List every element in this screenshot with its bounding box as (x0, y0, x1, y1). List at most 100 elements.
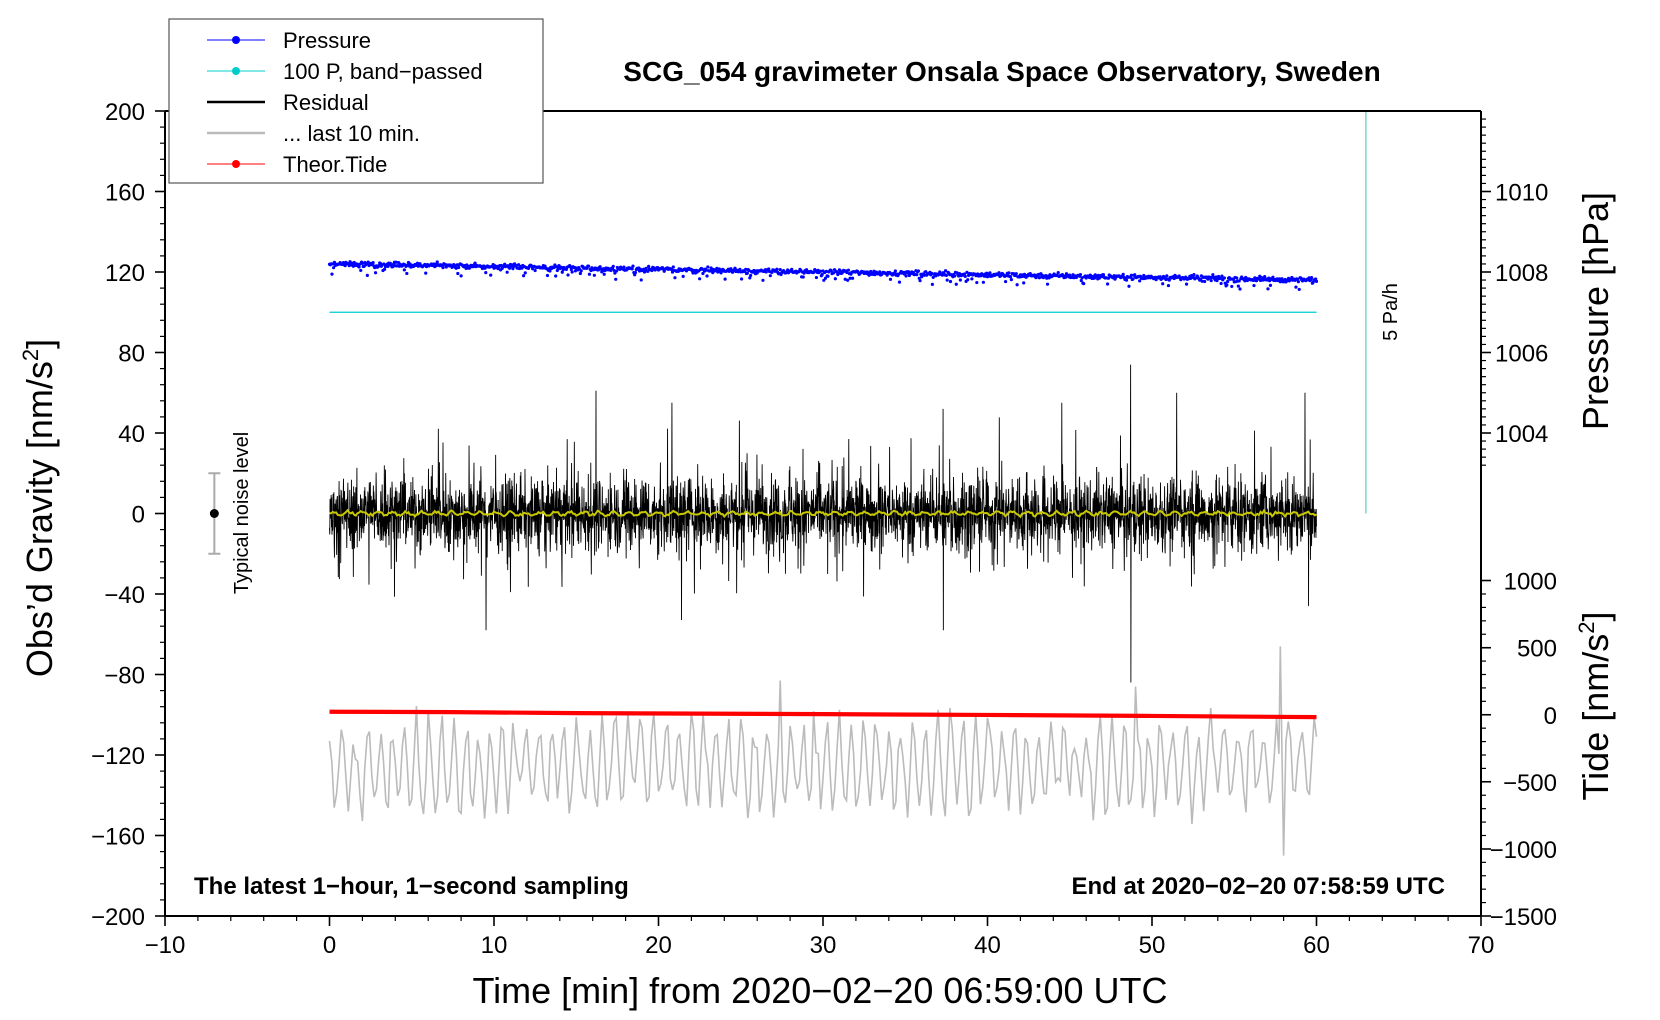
series-last10-line (328, 646, 1318, 856)
pressure-point (1015, 283, 1019, 287)
x-tick-label: 20 (645, 932, 672, 959)
pressure-point (1008, 275, 1013, 279)
y-tick-label: 80 (118, 341, 145, 368)
pressure-point (1045, 282, 1050, 286)
y-tick-label: −80 (104, 663, 145, 690)
pressure-point (622, 265, 626, 269)
end-time-note: End at 2020−02−20 07:58:59 UTC (1071, 873, 1445, 900)
pressure-point (705, 274, 709, 278)
pressure-point (1078, 273, 1083, 277)
pressure-point (566, 273, 570, 277)
pressure-point (1166, 283, 1171, 288)
data-layer (208, 111, 1367, 856)
pressure-point (1225, 283, 1229, 287)
rate-label: 5 Pa/h (1380, 283, 1402, 341)
pressure-point (631, 264, 635, 268)
pressure-point (723, 277, 727, 281)
pressure-point (1101, 273, 1106, 277)
pressure-point (922, 273, 926, 277)
pressure-point (1266, 287, 1270, 291)
pressure-point (1243, 279, 1247, 283)
pressure-point (1314, 277, 1318, 281)
y-axis-title-pressure: Pressure [hPa] (1575, 192, 1616, 430)
pressure-point (1235, 276, 1239, 280)
pressure-point (1044, 274, 1048, 278)
pressure-point (878, 270, 882, 274)
y-tick-label: 120 (105, 260, 145, 287)
pressure-point (1009, 278, 1013, 282)
pressure-point (394, 260, 398, 264)
pressure-point (832, 271, 836, 275)
pressure-tick-label: 1008 (1495, 260, 1548, 287)
pressure-point (1252, 283, 1256, 288)
legend-label-residual: Residual (283, 90, 369, 115)
pressure-point (997, 271, 1001, 275)
pressure-point (505, 270, 509, 274)
pressure-point (578, 271, 582, 276)
pressure-point (1129, 273, 1134, 277)
y-tick-label: −160 (91, 824, 145, 851)
pressure-point (630, 267, 634, 271)
x-tick-label: 60 (1303, 932, 1330, 959)
x-tick-label: 30 (810, 932, 837, 959)
pressure-point (965, 270, 969, 275)
pressure-point (1056, 271, 1060, 275)
pressure-tick-label: 1010 (1495, 180, 1548, 207)
pressure-point (533, 268, 537, 273)
pressure-point (867, 273, 871, 277)
pressure-point (587, 272, 592, 276)
legend-item-tide: Theor.Tide (207, 152, 387, 177)
pressure-point (790, 267, 794, 271)
pressure-point (775, 267, 779, 271)
pressure-point (945, 278, 949, 282)
x-tick-label: 0 (323, 932, 336, 959)
pressure-point (1127, 284, 1131, 288)
pressure-point (330, 272, 334, 276)
series-residual-smoothed-line (329, 508, 1317, 519)
pressure-point (1022, 281, 1026, 285)
pressure-point (1131, 277, 1135, 281)
pressure-point (1238, 287, 1242, 291)
pressure-point (1309, 276, 1314, 280)
pressure-point (373, 271, 378, 275)
y-tick-label: −120 (91, 743, 145, 770)
pressure-point (1165, 274, 1169, 278)
pressure-point (554, 274, 558, 278)
pressure-point (1226, 279, 1230, 284)
pressure-point (767, 267, 771, 271)
pressure-point (1079, 278, 1083, 283)
pressure-point (1237, 279, 1241, 283)
pressure-point (459, 274, 463, 278)
tide-tick-label: −500 (1503, 770, 1557, 797)
legend-item-bandpassed: 100 P, band−passed (207, 59, 483, 84)
y-tick-label: 200 (105, 99, 145, 126)
pressure-point (523, 271, 527, 275)
pressure-point (929, 271, 934, 275)
pressure-point (1268, 283, 1273, 288)
pressure-point (747, 268, 751, 273)
pressure-point (614, 269, 619, 273)
pressure-point (1080, 276, 1084, 280)
pressure-point (888, 277, 893, 281)
pressure-point (966, 278, 970, 282)
pressure-point (924, 270, 928, 274)
pressure-point (1014, 272, 1018, 276)
tide-tick-label: −1500 (1490, 904, 1557, 931)
x-tick-label: 40 (974, 932, 1001, 959)
pressure-point (402, 268, 406, 272)
pressure-tick-label: 1006 (1495, 341, 1548, 368)
pressure-point (365, 273, 369, 277)
pressure-point (833, 277, 837, 281)
pressure-point (1219, 281, 1223, 286)
pressure-point (559, 265, 564, 270)
pressure-point (650, 268, 654, 273)
pressure-tick-label: 1004 (1495, 421, 1548, 448)
pressure-point (357, 265, 361, 269)
pressure-point (383, 267, 387, 271)
pressure-point (698, 277, 702, 281)
legend-item-residual: Residual (207, 90, 369, 115)
pressure-point (1296, 280, 1301, 284)
pressure-point (520, 266, 524, 270)
noise-bar-center (209, 509, 219, 518)
pressure-point (568, 265, 573, 269)
